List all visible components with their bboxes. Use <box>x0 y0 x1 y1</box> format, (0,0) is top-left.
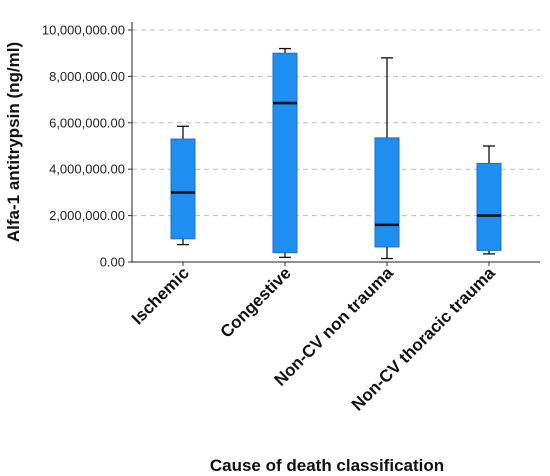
y-tick-label: 10,000,000.00 <box>42 23 125 38</box>
y-tick-label: 6,000,000.00 <box>49 115 125 130</box>
box-iqr <box>170 138 196 240</box>
x-axis-title: Cause of death classification <box>210 456 444 475</box>
box-series <box>170 47 502 260</box>
x-category-label: Ischemic <box>128 263 193 328</box>
y-axis-ticks: 0.00 2,000,000.00 4,000,000.00 6,000,000.00… <box>42 23 132 270</box>
y-tick-label: 4,000,000.00 <box>49 162 125 177</box>
box-iqr <box>476 162 502 251</box>
box-3 <box>476 145 502 255</box>
axes <box>131 22 540 263</box>
box-2 <box>374 57 400 260</box>
x-category-label: Congestive <box>217 263 295 341</box>
box-iqr <box>374 137 400 248</box>
y-tick-label: 8,000,000.00 <box>49 69 125 84</box>
box-0 <box>170 125 196 246</box>
gridlines <box>132 29 540 217</box>
box-iqr <box>272 52 298 254</box>
y-axis-title: Alfa-1 antitrypsin (ng/ml) <box>4 42 23 242</box>
box-1 <box>272 47 298 259</box>
y-tick-label: 2,000,000.00 <box>49 208 125 223</box>
y-tick-label: 0.00 <box>100 255 125 270</box>
